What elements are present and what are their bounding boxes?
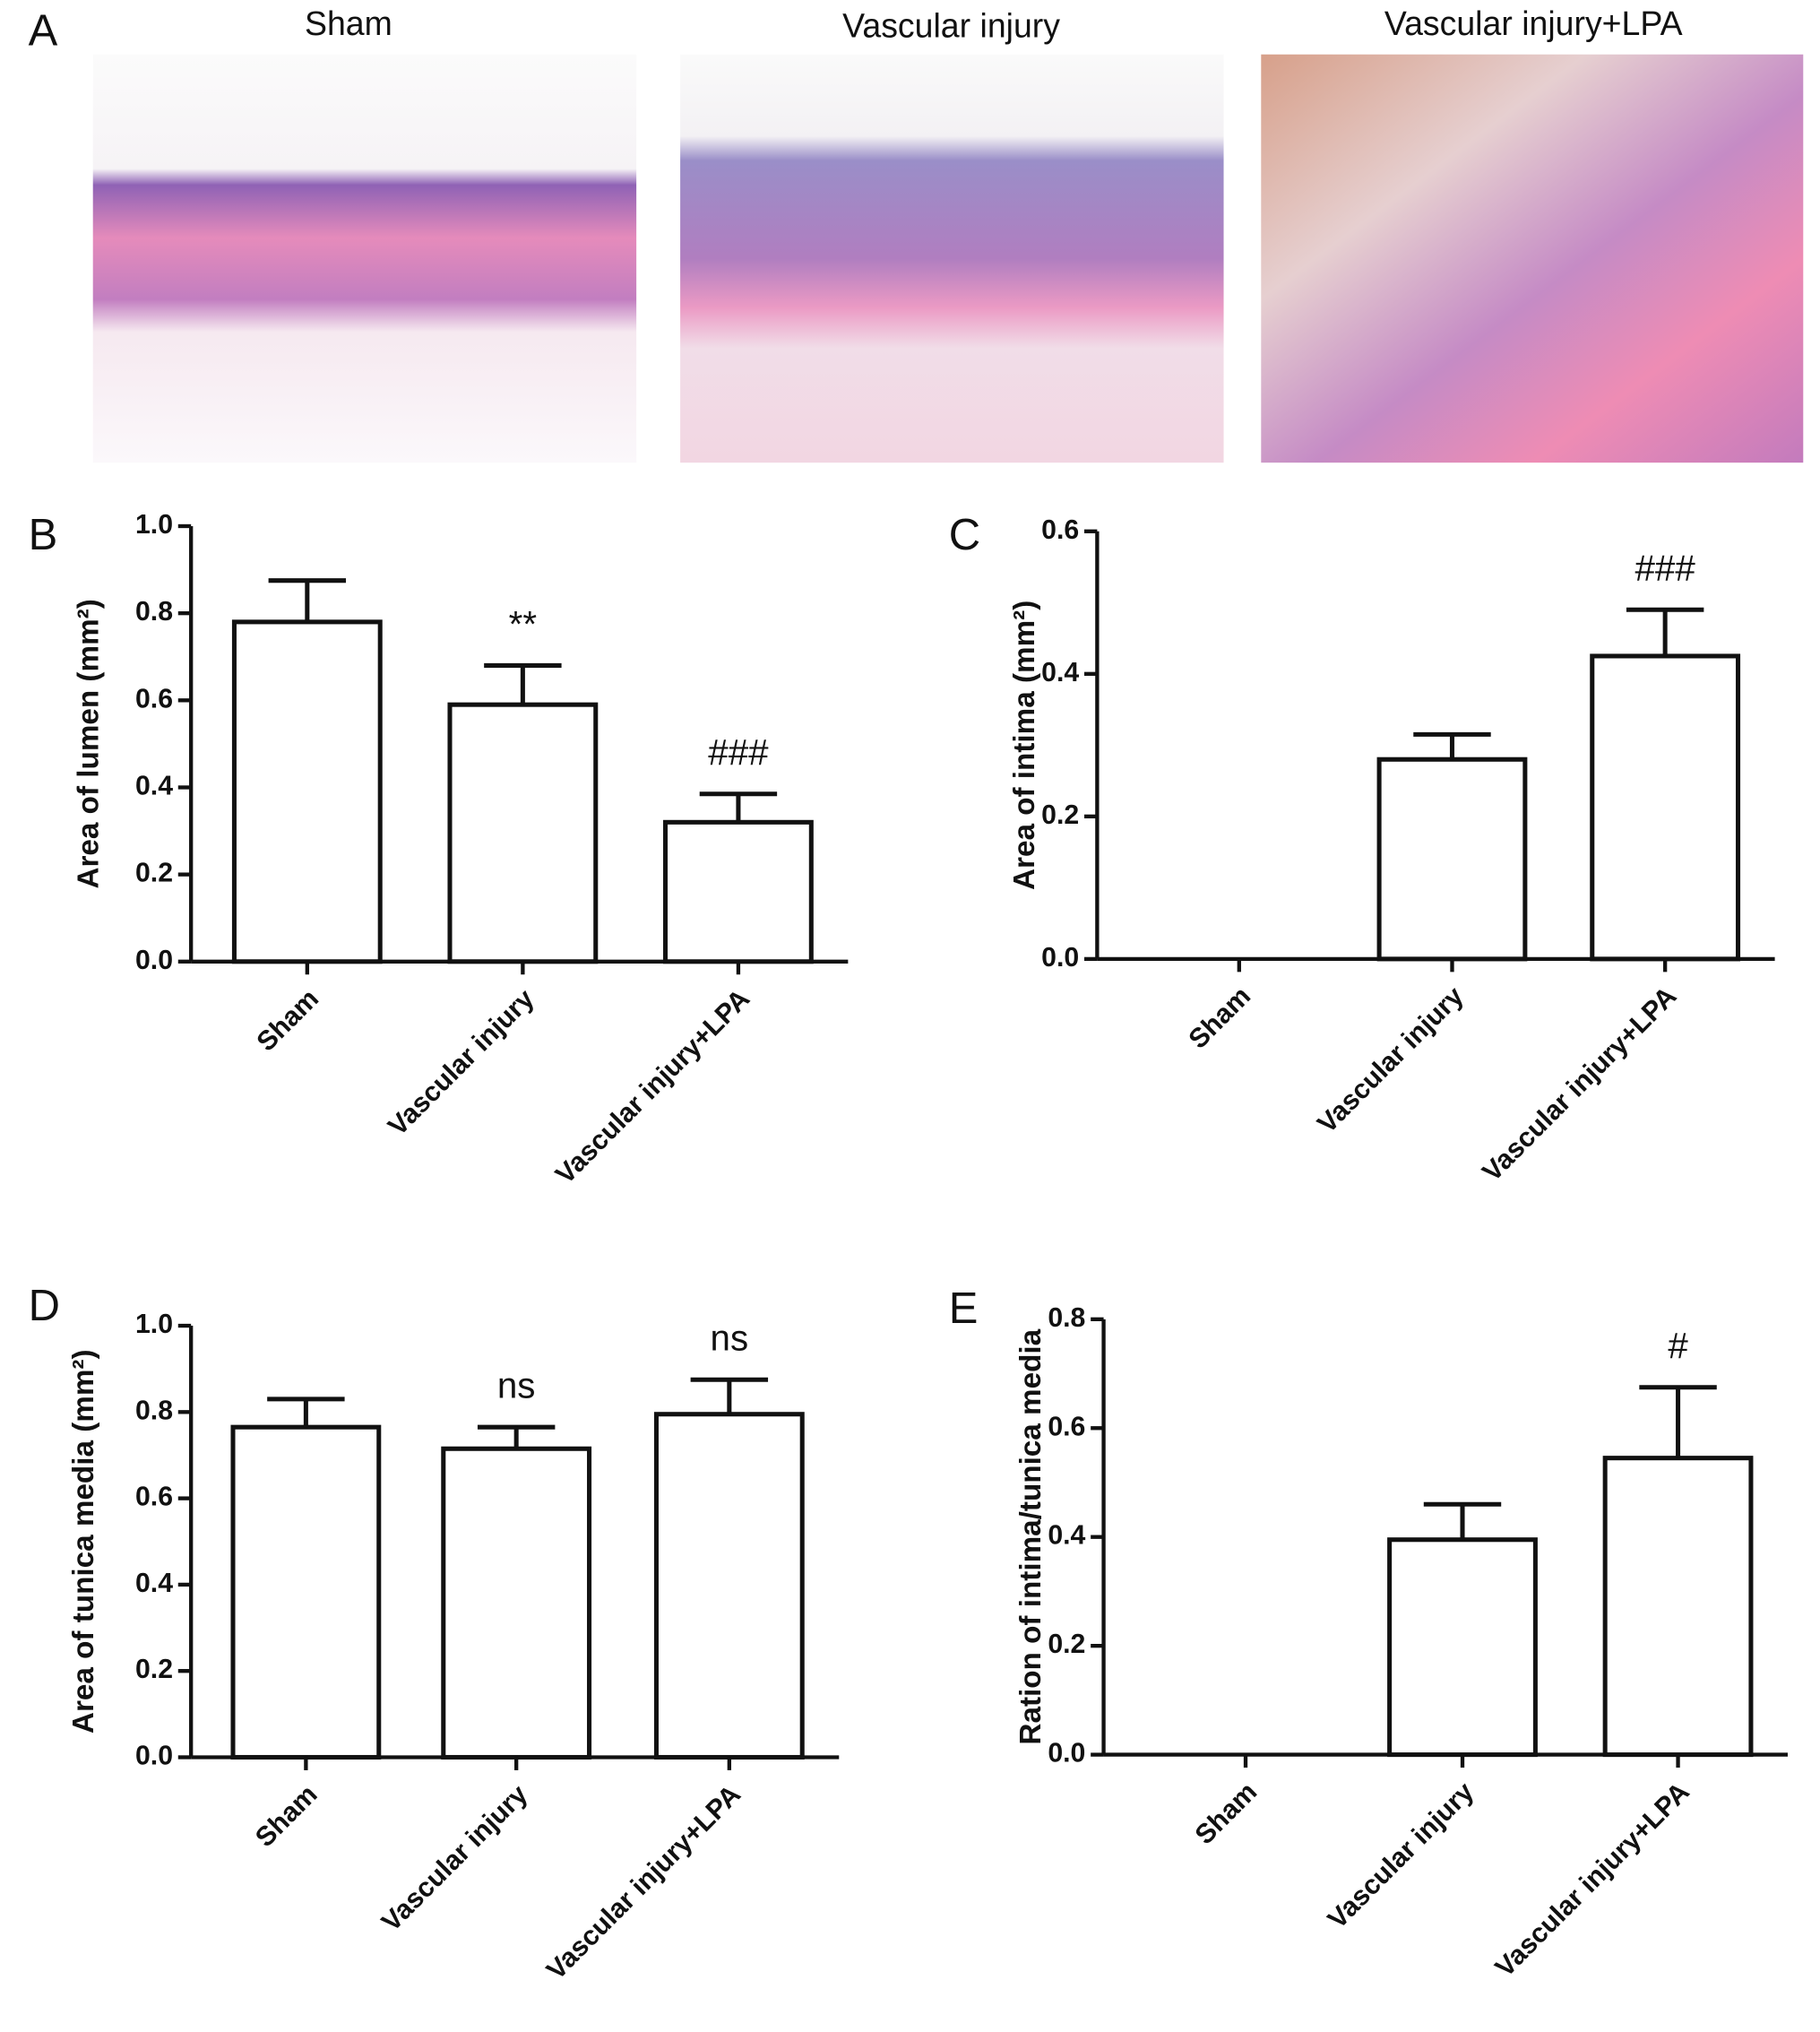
panel-label: D <box>29 1282 60 1330</box>
histology-image <box>680 54 1224 463</box>
bar <box>1602 1456 1754 1758</box>
histology-image <box>1261 54 1804 463</box>
image-title: Vascular injury+LPA <box>1384 4 1683 42</box>
x-tick-label: Vascular injury+LPA <box>550 984 755 1190</box>
y-tick-label: 0.4 <box>135 1569 173 1598</box>
annotation: ns <box>711 1317 749 1358</box>
bar <box>663 819 814 964</box>
x-tick-label: Sham <box>1184 981 1257 1055</box>
annotation: ### <box>1635 547 1696 588</box>
annotation: ** <box>509 603 538 644</box>
bar <box>231 619 383 964</box>
y-tick-label: 0.0 <box>1048 1739 1085 1768</box>
image-title: Sham <box>305 4 392 42</box>
error-bar <box>1413 731 1491 760</box>
y-tick-label: 0.4 <box>1041 658 1079 687</box>
x-tick-label: Vascular injury+LPA <box>1490 1777 1695 1983</box>
error-bar <box>477 1424 556 1449</box>
error-bar <box>268 578 347 622</box>
y-tick-label: 0.2 <box>1041 800 1079 830</box>
annotation: ns <box>497 1364 536 1405</box>
x-tick-label: Vascular injury <box>1312 981 1470 1139</box>
annotation: # <box>1668 1325 1688 1366</box>
bar <box>1590 653 1741 962</box>
panel-label: A <box>29 6 58 55</box>
y-axis-label: Area of intima (mm²) <box>1008 601 1041 890</box>
y-tick-label: 0.6 <box>135 1483 173 1512</box>
y-tick-label: 0.4 <box>1048 1521 1085 1551</box>
bar <box>441 1446 592 1760</box>
bar <box>1376 757 1528 962</box>
error-bar <box>484 662 562 705</box>
y-tick-label: 0.8 <box>1048 1303 1085 1333</box>
x-tick-label: Vascular injury <box>383 984 540 1142</box>
bar <box>230 1424 382 1760</box>
error-bar <box>690 1377 769 1414</box>
y-tick-label: 0.0 <box>135 946 173 975</box>
y-axis-label: Area of lumen (mm²) <box>73 599 106 888</box>
panel-label: C <box>949 511 980 559</box>
histology-image <box>92 54 637 463</box>
x-tick-label: Sham <box>250 1779 323 1853</box>
x-tick-label: Vascular injury+LPA <box>1477 981 1682 1188</box>
y-tick-label: 0.8 <box>135 597 173 627</box>
y-axis-label: Area of tunica media (mm²) <box>67 1349 100 1734</box>
error-bar <box>1639 1385 1717 1458</box>
x-tick-label: Vascular injury+LPA <box>541 1779 746 1985</box>
bar <box>653 1412 805 1760</box>
y-tick-label: 0.6 <box>1041 515 1079 545</box>
x-tick-label: Vascular injury <box>1323 1777 1480 1934</box>
error-bar <box>1626 607 1704 656</box>
y-tick-label: 0.4 <box>135 771 173 800</box>
x-tick-label: Sham <box>1190 1777 1264 1850</box>
annotation: ### <box>708 731 769 773</box>
panel-label: E <box>949 1284 979 1333</box>
error-bar <box>1423 1501 1502 1540</box>
error-bar <box>699 791 778 823</box>
y-tick-label: 0.0 <box>135 1741 173 1770</box>
y-tick-label: 0.6 <box>1048 1412 1085 1441</box>
y-axis-label: Ration of intima/tunica media <box>1014 1328 1048 1744</box>
y-tick-label: 1.0 <box>135 1310 173 1339</box>
x-tick-label: Sham <box>252 984 325 1058</box>
bar <box>447 702 599 964</box>
y-tick-label: 0.2 <box>135 859 173 888</box>
y-tick-label: 0.0 <box>1041 943 1079 973</box>
y-tick-label: 0.8 <box>135 1396 173 1425</box>
error-bar <box>267 1396 345 1428</box>
image-title: Vascular injury <box>842 7 1060 45</box>
y-tick-label: 1.0 <box>135 510 173 540</box>
bar <box>1387 1537 1538 1758</box>
y-tick-label: 0.6 <box>135 684 173 713</box>
y-tick-label: 0.2 <box>135 1655 173 1684</box>
y-tick-label: 0.2 <box>1048 1630 1085 1659</box>
x-tick-label: Vascular injury <box>376 1779 534 1937</box>
panel-label: B <box>29 511 58 559</box>
